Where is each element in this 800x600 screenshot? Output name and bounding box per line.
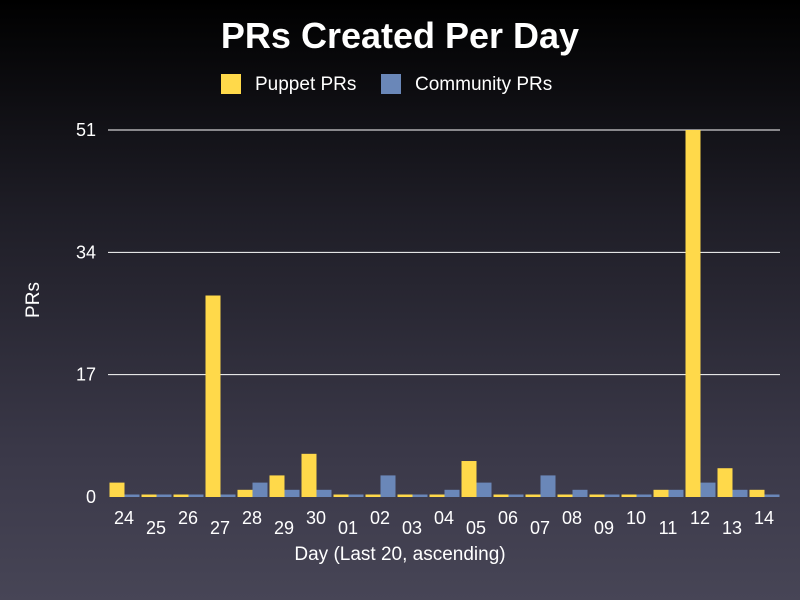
bar-community-24 [124, 494, 140, 497]
bar-community-30 [316, 489, 332, 497]
x-tick-label: 27 [210, 518, 230, 538]
bar-puppet-24 [109, 482, 125, 497]
x-tick-label: 07 [530, 518, 550, 538]
bar-puppet-14 [749, 489, 765, 497]
x-tick-label: 04 [434, 508, 454, 528]
bar-puppet-25 [141, 494, 157, 497]
x-axis-label: Day (Last 20, ascending) [294, 544, 505, 565]
bar-community-05 [476, 482, 492, 497]
x-tick-label: 13 [722, 518, 742, 538]
bar-community-14 [764, 494, 780, 497]
y-tick-label: 17 [76, 365, 96, 385]
bar-community-28 [252, 482, 268, 497]
legend-swatch-1 [221, 74, 241, 94]
bar-community-04 [444, 489, 460, 497]
x-tick-label: 08 [562, 508, 582, 528]
bar-community-08 [572, 489, 588, 497]
bar-puppet-09 [589, 494, 605, 497]
x-tick-label: 24 [114, 508, 134, 528]
x-tick-label: 11 [659, 518, 678, 538]
bar-puppet-26 [173, 494, 189, 497]
x-tick-label: 03 [402, 518, 422, 538]
bar-puppet-04 [429, 494, 445, 497]
bar-community-01 [348, 494, 364, 497]
bar-community-02 [380, 475, 396, 497]
legend: Puppet PRs Community PRs [221, 74, 552, 95]
y-tick-label: 0 [86, 487, 96, 507]
bar-puppet-02 [365, 494, 381, 497]
bar-community-27 [220, 494, 236, 497]
x-tick-label: 12 [690, 508, 710, 528]
bar-community-26 [188, 494, 204, 497]
bar-community-09 [604, 494, 620, 497]
x-tick-label: 25 [146, 518, 166, 538]
bar-community-25 [156, 494, 172, 497]
bar-community-29 [284, 489, 300, 497]
legend-label-2: Community PRs [415, 74, 552, 95]
bar-puppet-11 [653, 489, 669, 497]
x-tick-label: 05 [466, 518, 486, 538]
bar-community-11 [668, 489, 684, 497]
x-tick-label: 02 [370, 508, 390, 528]
bar-puppet-06 [493, 494, 509, 497]
bar-puppet-27 [205, 295, 221, 497]
bar-puppet-07 [525, 494, 541, 497]
bar-community-13 [732, 489, 748, 497]
bar-community-12 [700, 482, 716, 497]
bar-community-10 [636, 494, 652, 497]
bar-community-07 [540, 475, 556, 497]
bars [109, 130, 780, 497]
x-tick-label: 06 [498, 508, 518, 528]
chart-title: PRs Created Per Day [221, 15, 579, 56]
x-tick-label: 09 [594, 518, 614, 538]
bar-puppet-12 [685, 130, 701, 497]
x-tick-label: 01 [338, 518, 358, 538]
x-tick-label: 14 [754, 508, 774, 528]
bar-puppet-29 [269, 475, 285, 497]
bar-puppet-03 [397, 494, 413, 497]
x-tick-label: 26 [178, 508, 198, 528]
x-tick-label: 28 [242, 508, 262, 528]
bar-community-03 [412, 494, 428, 497]
legend-label-1: Puppet PRs [255, 74, 356, 95]
x-tick-label: 29 [274, 518, 294, 538]
bar-puppet-30 [301, 453, 317, 497]
bar-puppet-10 [621, 494, 637, 497]
y-axis-label: PRs [23, 282, 44, 318]
x-axis-ticks: 24 25 26 27 28 29 30 01 02 03 04 05 06 07 08 09 10 11 12 13… [114, 508, 774, 538]
x-tick-label: 10 [626, 508, 646, 528]
bar-puppet-01 [333, 494, 349, 497]
bar-puppet-05 [461, 461, 477, 497]
legend-swatch-2 [381, 74, 401, 94]
bar-puppet-13 [717, 468, 733, 497]
y-tick-label: 34 [76, 242, 96, 262]
y-axis-ticks: 0 17 34 51 [76, 120, 96, 507]
x-tick-label: 30 [306, 508, 326, 528]
bar-puppet-28 [237, 489, 253, 497]
y-tick-label: 51 [76, 120, 96, 140]
bar-community-06 [508, 494, 524, 497]
bar-puppet-08 [557, 494, 573, 497]
